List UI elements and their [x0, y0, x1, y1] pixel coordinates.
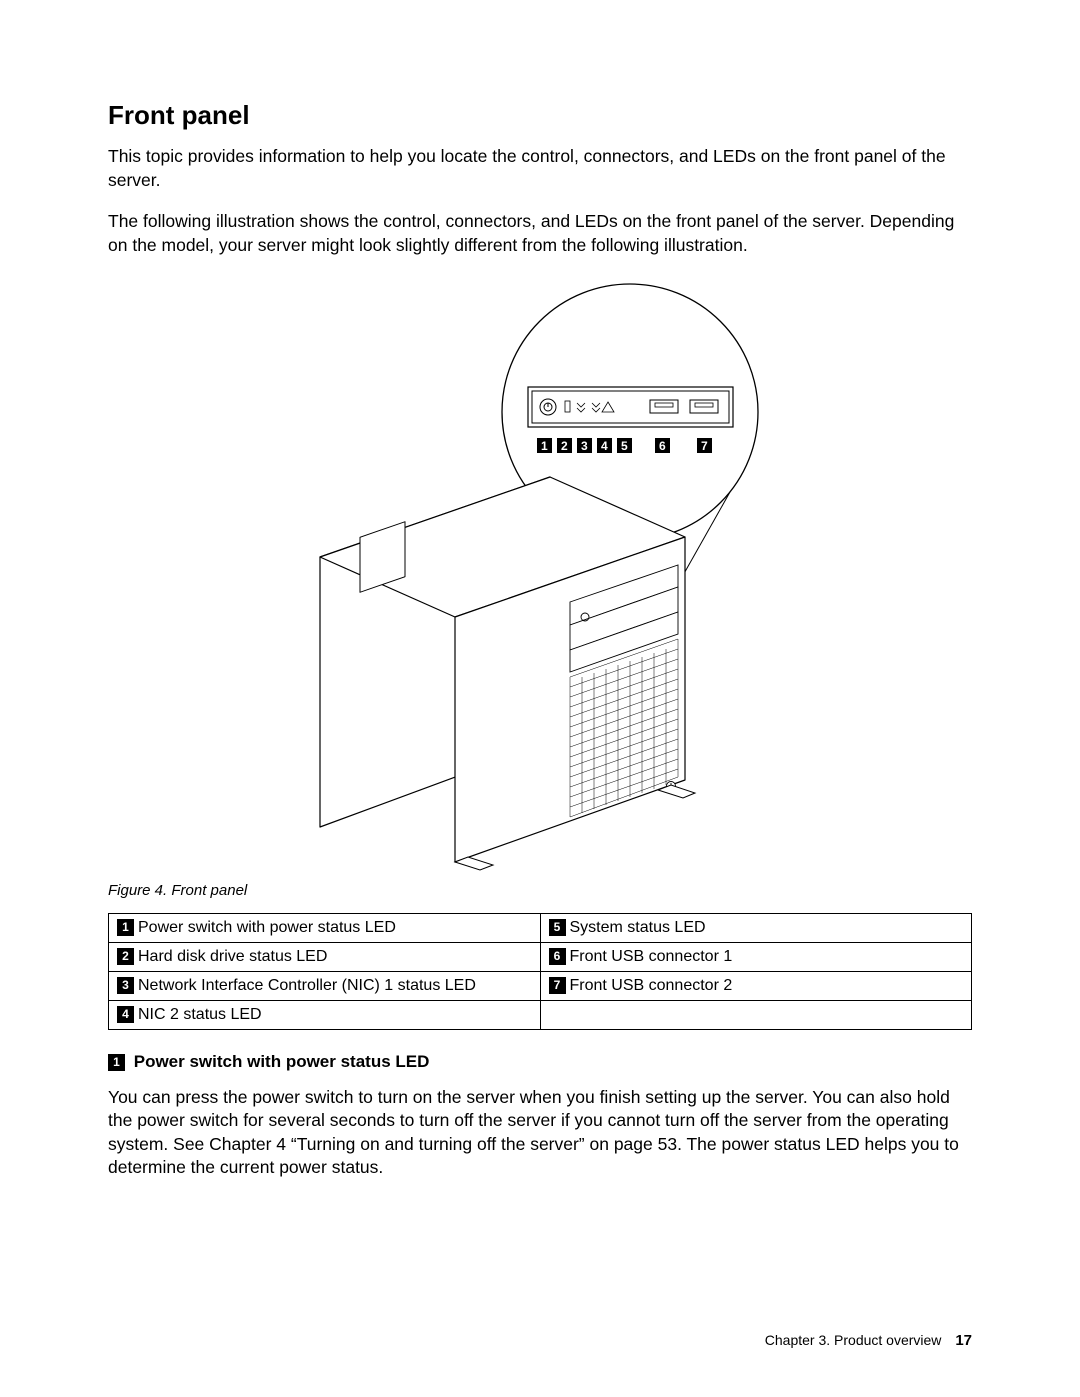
- table-row: 3Network Interface Controller (NIC) 1 st…: [109, 971, 972, 1000]
- figure-caption: Figure 4. Front panel: [108, 882, 972, 899]
- callout-num: 2: [117, 948, 134, 965]
- intro-paragraph-1: This topic provides information to help …: [108, 145, 972, 192]
- page-title: Front panel: [108, 100, 972, 131]
- callout-text: NIC 2 status LED: [138, 1006, 262, 1023]
- table-row: 2Hard disk drive status LED 6Front USB c…: [109, 942, 972, 971]
- callout-text: Front USB connector 2: [570, 977, 733, 994]
- svg-text:6: 6: [659, 439, 666, 453]
- svg-text:2: 2: [561, 439, 568, 453]
- subsection-title: Power switch with power status LED: [134, 1052, 430, 1071]
- callout-num: 3: [117, 977, 134, 994]
- table-row: 4NIC 2 status LED: [109, 1000, 972, 1029]
- callout-num: 1: [117, 919, 134, 936]
- figure-front-panel: 1 2 3 4 5 6 7: [108, 282, 972, 872]
- footer-chapter: Chapter 3. Product overview: [765, 1332, 942, 1348]
- svg-text:4: 4: [601, 439, 608, 453]
- subsection-body: You can press the power switch to turn o…: [108, 1086, 972, 1181]
- callout-num: 6: [549, 948, 566, 965]
- svg-text:3: 3: [581, 439, 588, 453]
- callout-num: 1: [108, 1054, 125, 1071]
- callout-num: 7: [549, 977, 566, 994]
- subsection-heading: 1 Power switch with power status LED: [108, 1052, 972, 1072]
- server-illustration: 1 2 3 4 5 6 7: [230, 282, 850, 872]
- callout-text: Front USB connector 1: [570, 948, 733, 965]
- svg-text:7: 7: [701, 439, 708, 453]
- callout-text: Network Interface Controller (NIC) 1 sta…: [138, 977, 476, 994]
- callout-table: 1Power switch with power status LED 5Sys…: [108, 913, 972, 1030]
- page-footer: Chapter 3. Product overview 17: [765, 1332, 972, 1349]
- callout-text: Power switch with power status LED: [138, 919, 396, 936]
- svg-text:1: 1: [541, 439, 548, 453]
- callout-num: 4: [117, 1006, 134, 1023]
- callout-num: 5: [549, 919, 566, 936]
- footer-page-number: 17: [955, 1332, 972, 1349]
- callout-text: System status LED: [570, 919, 706, 936]
- table-row: 1Power switch with power status LED 5Sys…: [109, 913, 972, 942]
- intro-paragraph-2: The following illustration shows the con…: [108, 210, 972, 257]
- callout-text: Hard disk drive status LED: [138, 948, 327, 965]
- svg-text:5: 5: [621, 439, 628, 453]
